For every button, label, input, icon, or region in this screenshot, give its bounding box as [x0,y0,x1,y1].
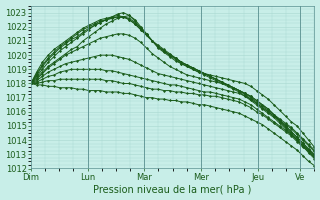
X-axis label: Pression niveau de la mer( hPa ): Pression niveau de la mer( hPa ) [93,184,252,194]
